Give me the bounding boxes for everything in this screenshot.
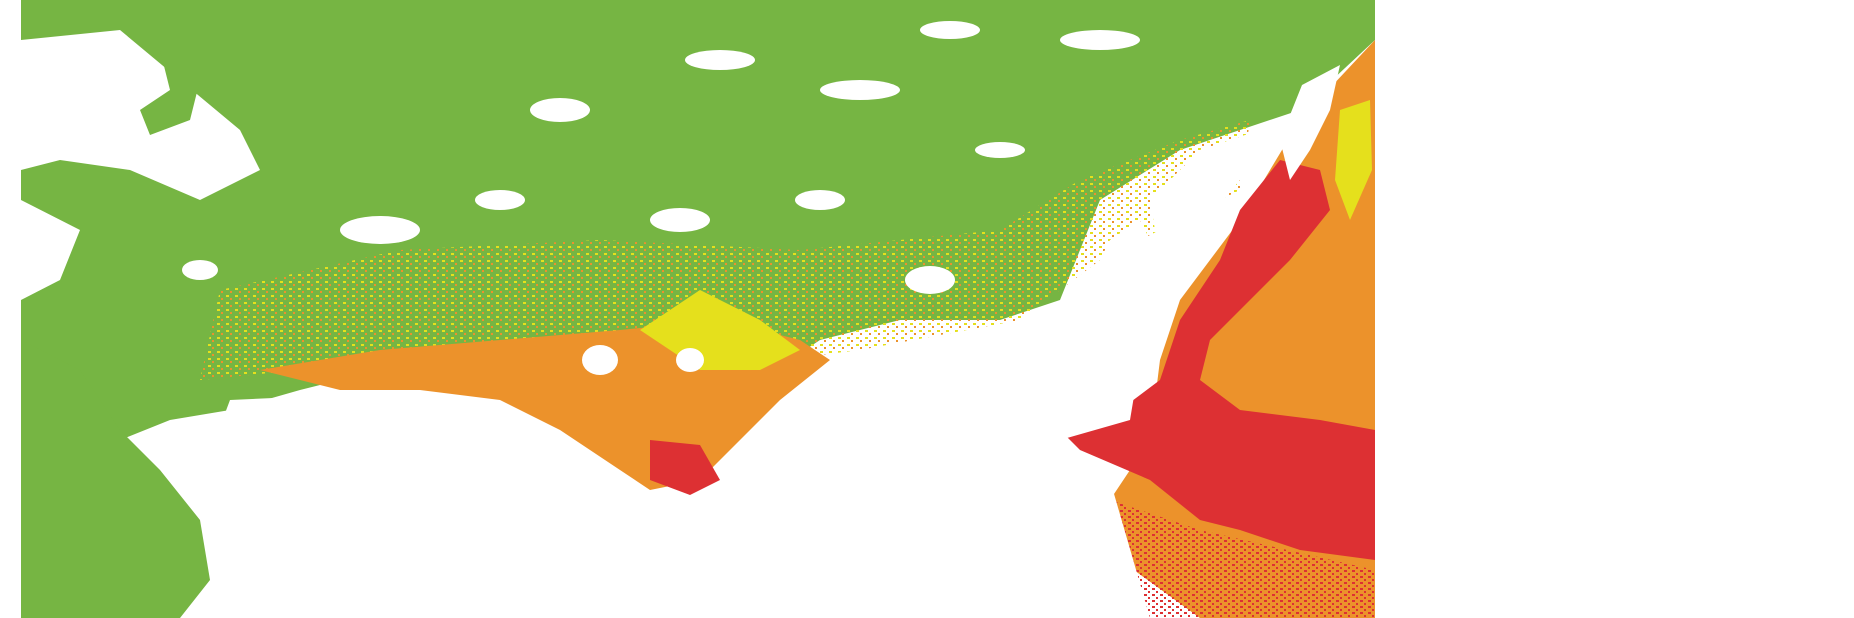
region-very-high-east	[1060, 160, 1375, 560]
region-moderate-speckle	[200, 120, 1250, 380]
no-data-holes	[182, 21, 1140, 375]
map-layer	[21, 0, 1375, 618]
region-moderate-east	[1335, 100, 1372, 220]
region-no-data-nw	[21, 30, 260, 200]
region-no-data-east	[1150, 130, 1260, 260]
region-very-high-south	[650, 440, 720, 495]
region-low-peninsula	[140, 20, 200, 135]
region-no-data-ne	[1280, 65, 1340, 180]
region-no-data-south	[200, 220, 1160, 618]
region-very-high-speckle	[1110, 500, 1375, 618]
region-no-data-west	[21, 200, 80, 300]
region-moderate-south	[640, 290, 800, 370]
region-low-sw	[21, 340, 210, 618]
